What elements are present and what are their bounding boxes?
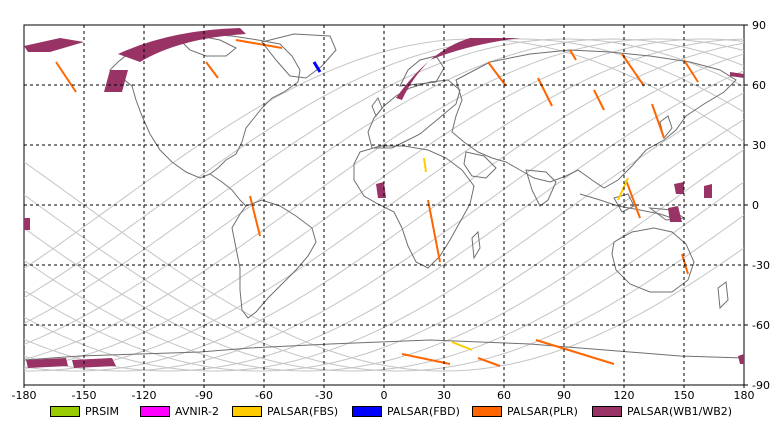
fbd-strip: [312, 61, 322, 73]
legend-item: PRSIM: [50, 402, 119, 420]
lon-tick-label: 120: [614, 389, 635, 402]
plr-strip: [683, 59, 699, 83]
lon-tick-label: 180: [734, 389, 755, 402]
coast-india: [525, 169, 557, 207]
lon-tick-label: -120: [132, 389, 157, 402]
plr-strip: [205, 61, 219, 79]
lon-tick-label: 150: [674, 389, 695, 402]
coast-britain: [371, 96, 383, 118]
legend-swatch: [50, 405, 80, 417]
legend-item: PALSAR(WB1/WB2): [592, 402, 732, 420]
swath-wb-west-edge: [24, 218, 30, 230]
lon-tick-label: -30: [315, 389, 333, 402]
lat-tick-label: 60: [752, 79, 766, 92]
swath-wb-east: [730, 72, 744, 78]
swath-wb-antarctic-3: [738, 354, 744, 364]
lon-tick-label: -180: [12, 389, 37, 402]
plr-strip: [427, 199, 441, 263]
coast-new-zealand: [717, 281, 729, 310]
plr-strip: [535, 339, 615, 365]
swath-footprints: [24, 28, 744, 368]
lon-tick-label: 30: [437, 389, 451, 402]
legend-label: PALSAR(FBD): [387, 404, 460, 418]
coast-australia: [611, 227, 695, 293]
coast-central-america: [209, 173, 247, 207]
lon-tick-label: -90: [195, 389, 213, 402]
coast-greenland: [261, 33, 337, 79]
plr-strip: [569, 49, 577, 61]
plr-strip: [235, 39, 283, 49]
legend-swatch: [352, 405, 382, 417]
coast-south-america: [231, 199, 317, 319]
coast-madagascar: [471, 230, 481, 260]
legend-item: PALSAR(PLR): [472, 402, 578, 420]
plr-strip: [651, 103, 665, 139]
coast-north-america: [109, 33, 301, 179]
legend-swatch: [472, 405, 502, 417]
lat-tick-label: -30: [752, 259, 770, 272]
legend-label: PRSIM: [85, 404, 119, 418]
legend-item: AVNIR-2: [140, 402, 219, 420]
fbs-strip: [617, 177, 629, 201]
legend-item: PALSAR(FBD): [352, 402, 460, 420]
coastlines: [23, 33, 745, 361]
plr-strip: [621, 53, 645, 87]
legend-label: PALSAR(WB1/WB2): [627, 404, 733, 418]
fbs-strips: [423, 157, 629, 351]
coast-arabia: [463, 151, 497, 179]
swath-wb-antarctic-2: [72, 358, 116, 368]
plr-strip: [487, 61, 507, 87]
lon-tick-label: -150: [72, 389, 97, 402]
plr-strip: [477, 357, 501, 367]
plr-strip: [625, 179, 641, 219]
coast-africa: [353, 145, 475, 269]
legend: PRSIM AVNIR-2 PALSAR(FBS) PALSAR(FBD) PALSAR…: [0, 402, 770, 424]
lat-tick-label: 0: [752, 199, 759, 212]
coast-antarctica: [23, 339, 745, 361]
swath-wb-antarctic-1: [26, 358, 68, 368]
lat-tick-label: -60: [752, 319, 770, 332]
swath-wb-europe: [396, 38, 520, 100]
lon-tick-label: 90: [557, 389, 571, 402]
legend-swatch: [140, 405, 170, 417]
lon-tick-labels: -180 -150 -120 -90 -60 -30 0 30 60 90 120 150 180: [12, 385, 755, 402]
coast-asia: [451, 49, 737, 189]
swath-wb-pacific-3: [704, 184, 712, 198]
plr-strips: [55, 39, 699, 367]
lon-tick-label: 60: [497, 389, 511, 402]
lat-tick-label: -90: [752, 379, 770, 392]
lon-tick-label: -60: [255, 389, 273, 402]
legend-swatch: [592, 405, 622, 417]
grid: [24, 25, 744, 385]
swath-wb-pacific: [24, 38, 84, 52]
lat-tick-labels: 90 60 30 0 -30 -60 -90: [744, 19, 770, 392]
fbs-strip: [451, 341, 473, 351]
fbs-strip: [423, 157, 427, 173]
swath-wb-alaska: [104, 70, 128, 92]
plr-strip: [537, 77, 553, 107]
legend-label: PALSAR(PLR): [507, 404, 578, 418]
swath-wb-north-america: [118, 28, 246, 62]
plr-strip: [593, 89, 605, 111]
legend-swatch: [232, 405, 262, 417]
plr-strip: [55, 61, 77, 93]
swath-wb-pacific-2: [674, 182, 684, 194]
lat-tick-label: 30: [752, 139, 766, 152]
legend-label: AVNIR-2: [175, 404, 219, 418]
legend-item: PALSAR(FBS): [232, 402, 338, 420]
swath-wb-indonesia: [668, 206, 682, 222]
legend-label: PALSAR(FBS): [267, 404, 339, 418]
coast-borneo: [613, 193, 635, 213]
plr-strip: [681, 253, 689, 275]
lon-tick-label: 0: [381, 389, 388, 402]
plr-strip: [401, 353, 451, 365]
lat-tick-label: 90: [752, 19, 766, 32]
plr-strip: [249, 195, 261, 237]
